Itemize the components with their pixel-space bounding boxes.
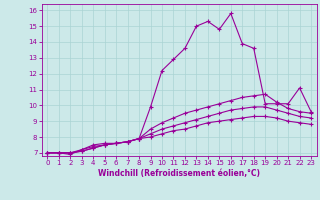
X-axis label: Windchill (Refroidissement éolien,°C): Windchill (Refroidissement éolien,°C) bbox=[98, 169, 260, 178]
